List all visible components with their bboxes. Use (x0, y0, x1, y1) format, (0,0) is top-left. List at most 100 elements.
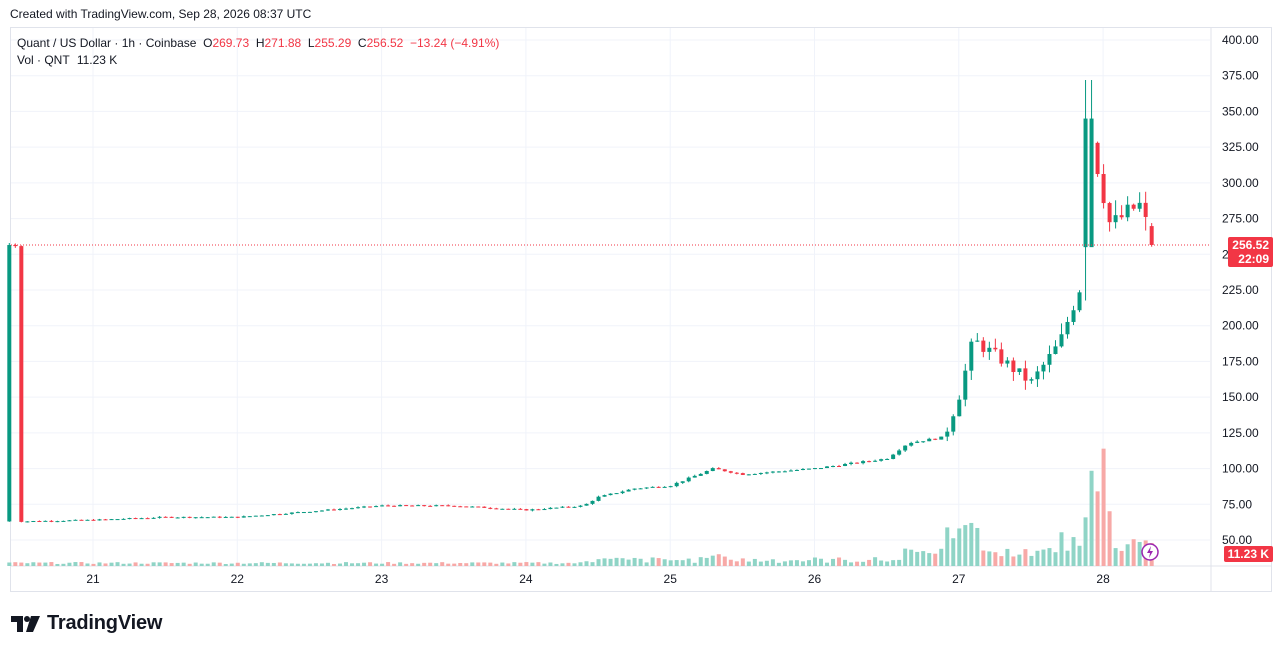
volume-bar (1119, 550, 1124, 566)
candle-body (410, 505, 415, 507)
close-value: 256.52 (366, 36, 404, 50)
volume-bar (963, 525, 968, 566)
candle-body (518, 508, 523, 510)
volume-bar (584, 561, 589, 566)
candle-body (464, 506, 469, 508)
candle-body (710, 468, 715, 472)
candle-body (752, 473, 757, 475)
volume-bar (620, 558, 625, 566)
volume-bar (1095, 491, 1100, 566)
y-tick-label: 300.00 (1222, 176, 1259, 190)
candle-body (265, 515, 270, 517)
volume-bar (181, 562, 186, 566)
volume-bar (350, 563, 355, 566)
volume-bar (73, 562, 78, 566)
volume-label[interactable]: Vol · QNT (17, 53, 70, 67)
volume-bar (1059, 532, 1064, 566)
x-tick-label: 21 (86, 572, 100, 586)
volume-bar (1137, 541, 1142, 566)
y-tick-label: 100.00 (1222, 462, 1259, 476)
candle-body (350, 508, 355, 510)
volume-bar (1131, 539, 1136, 566)
volume-bar (722, 556, 727, 566)
candle-body (1071, 310, 1076, 322)
candle-body (313, 511, 318, 513)
volume-bar (133, 562, 138, 566)
candle-body (554, 507, 559, 509)
candle-body (849, 462, 854, 464)
candle-body (1017, 368, 1022, 372)
y-tick-label: 225.00 (1222, 283, 1259, 297)
volume-bar (482, 562, 487, 566)
candle-body (404, 505, 409, 507)
candle-body (662, 486, 667, 488)
volume-bar (921, 551, 926, 566)
volume-bar (25, 563, 30, 566)
volume-bar (398, 562, 403, 566)
y-tick-label: 75.00 (1222, 497, 1252, 511)
volume-bar (494, 563, 499, 566)
candle-body (1137, 202, 1142, 209)
volume-tag-value: 11.23 K (1227, 547, 1269, 561)
candle-body (873, 460, 878, 462)
candle-body (500, 508, 505, 510)
candle-body (97, 519, 102, 521)
candle-body (758, 472, 763, 474)
candle-body (55, 521, 60, 523)
volume-bar (452, 563, 457, 566)
volume-bar (295, 563, 300, 566)
y-tick-label: 125.00 (1222, 426, 1259, 440)
candle-body (698, 473, 703, 476)
candle-body (764, 472, 769, 474)
volume-bar (831, 558, 836, 566)
y-tick-label: 175.00 (1222, 354, 1259, 368)
candle-body (632, 488, 637, 490)
volume-bar (758, 561, 763, 566)
tradingview-logo[interactable]: TradingView (11, 612, 162, 635)
x-tick-label: 23 (375, 572, 389, 586)
volume-bar (259, 562, 264, 566)
volume-bar (79, 562, 84, 566)
volume-bar (103, 563, 108, 566)
candle-body (734, 472, 739, 474)
candle-body (1065, 321, 1070, 335)
last-price-tag: 256.52 22:09 (1228, 237, 1273, 267)
volume-bar (752, 558, 757, 566)
volume-bar (19, 562, 24, 566)
volume-bar (662, 559, 667, 566)
volume-bar (746, 561, 751, 566)
volume-bar (476, 562, 481, 566)
candle-body (295, 512, 300, 514)
candle-body (1011, 360, 1016, 372)
volume-bar (1041, 549, 1046, 566)
volume-bar (380, 563, 385, 566)
candle-body (722, 469, 727, 472)
low-label: L (307, 36, 315, 50)
candle-body (223, 516, 228, 518)
volume-bar (927, 553, 932, 566)
volume-bar (313, 563, 318, 566)
volume-bar (464, 563, 469, 566)
last-price-value: 256.52 (1232, 238, 1269, 252)
symbol-label[interactable]: Quant / US Dollar · 1h · Coinbase (17, 36, 197, 50)
candle-body (885, 458, 890, 460)
volume-bar (909, 549, 914, 566)
volume-bar (524, 562, 529, 566)
volume-bar (145, 563, 150, 566)
candle-body (1047, 354, 1052, 365)
volume-bar (121, 563, 126, 566)
volume-bar (97, 562, 102, 566)
candle-body (398, 505, 403, 507)
volume-bar (368, 562, 373, 566)
volume-bar (740, 558, 745, 566)
candle-body (578, 505, 583, 507)
candle-body (927, 438, 932, 442)
volume-bar (1053, 552, 1058, 566)
candle-body (548, 507, 553, 510)
volume-bar (788, 560, 793, 566)
candle-body (987, 347, 992, 352)
volume-bar (1089, 470, 1094, 566)
candle-body (428, 505, 433, 507)
volume-bar (356, 563, 361, 566)
